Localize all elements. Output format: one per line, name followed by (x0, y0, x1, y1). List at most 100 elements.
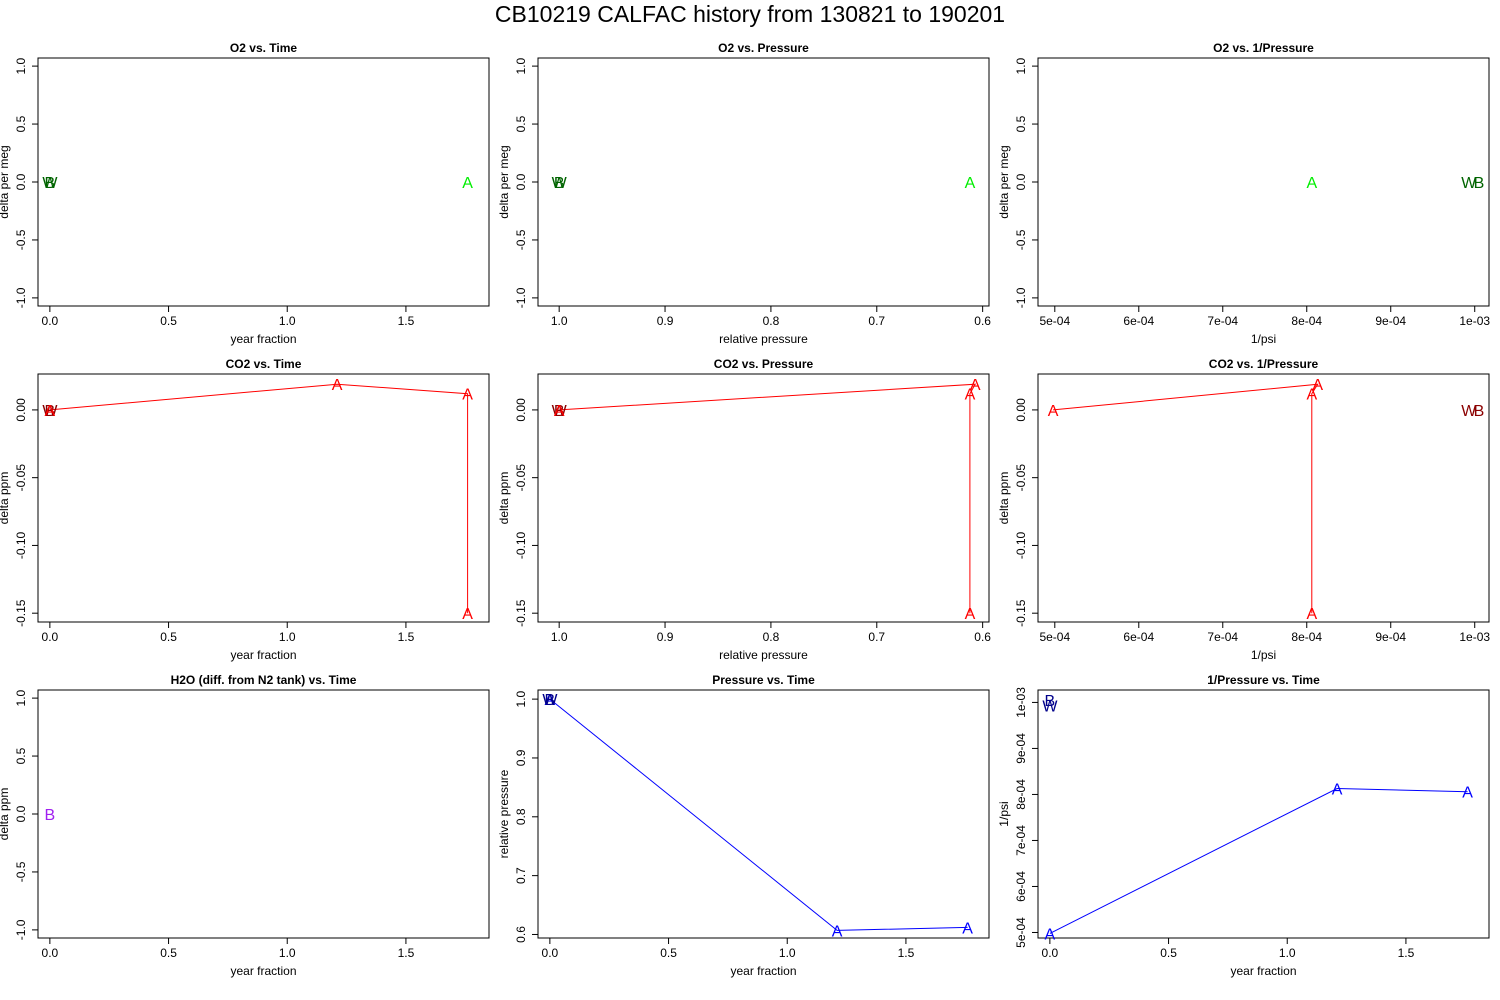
data-point-a: A (45, 403, 56, 420)
figure-title: CB10219 CALFAC history from 130821 to 19… (495, 1, 1005, 27)
y-tick-label: 0.0 (14, 173, 28, 190)
x-tick-label: 0.0 (42, 946, 59, 960)
x-tick-label: 1.5 (1398, 946, 1415, 960)
y-tick-label: -1.0 (514, 287, 528, 308)
panel-title: CO2 vs. 1/Pressure (1209, 357, 1319, 371)
x-tick-label: 0.5 (160, 946, 177, 960)
y-tick-label: 7e-04 (1014, 825, 1028, 856)
x-tick-label: 7e-04 (1207, 630, 1238, 644)
x-axis-label: 1/psi (1251, 332, 1276, 346)
y-tick-label: 1.0 (1014, 57, 1028, 74)
data-point-w: W (1461, 403, 1477, 420)
plot-frame (1037, 689, 1490, 939)
data-point-b: B (554, 403, 565, 420)
y-tick-label: 0.5 (1014, 115, 1028, 132)
x-tick-label: 0.8 (763, 630, 780, 644)
y-axis-label: relative pressure (497, 769, 511, 858)
panel-o2-pressure: O2 vs. Pressure 1.0 0.9 0.8 0.7 0.6 -1.0 -0.5 0.… (497, 41, 991, 346)
y-tick-label: 0.5 (514, 115, 528, 132)
data-point-b: B (554, 175, 565, 192)
y-axis-label: delta per meg (497, 145, 511, 218)
panel-invpressure-time: 1/Pressure vs. Time 0.0 0.5 1.0 1.5 5e-04 6e-0… (997, 673, 1490, 978)
data-point-a: A (462, 606, 473, 623)
y-tick-label: 0.0 (514, 173, 528, 190)
x-tick-label: 1.5 (398, 946, 415, 960)
series-line (1053, 383, 1319, 614)
panel-title: Pressure vs. Time (712, 673, 815, 687)
y-tick-label: -0.15 (14, 599, 28, 627)
x-tick-label: 1.5 (398, 314, 415, 328)
x-axis-label: relative pressure (719, 648, 808, 662)
x-tick-label: 1e-03 (1459, 314, 1490, 328)
data-point-a: A (965, 175, 976, 192)
panel-title: O2 vs. Pressure (718, 41, 809, 55)
x-tick-label: 1.0 (551, 630, 568, 644)
y-tick-label: -0.10 (14, 531, 28, 559)
data-point-a: A (832, 923, 843, 940)
data-point-a: A (1312, 377, 1323, 394)
x-tick-label: 9e-04 (1375, 630, 1406, 644)
y-tick-label: 6e-04 (1014, 871, 1028, 902)
x-axis-label: year fraction (230, 332, 296, 346)
y-tick-label: 1e-03 (1014, 687, 1028, 718)
y-axis-label: delta per meg (0, 145, 11, 218)
series-line (1049, 787, 1468, 934)
y-tick-label: 9e-04 (1014, 733, 1028, 764)
x-tick-label: 0.7 (868, 630, 885, 644)
x-tick-label: 0.0 (42, 630, 59, 644)
x-axis-label: year fraction (1230, 964, 1296, 978)
y-tick-label: 0.8 (514, 808, 528, 825)
data-point-a: A (1306, 175, 1317, 192)
series-line (49, 383, 469, 614)
plot-frame (1037, 57, 1490, 307)
x-tick-label: 1.5 (898, 946, 915, 960)
series-line (559, 383, 977, 614)
x-tick-label: 1.0 (279, 314, 296, 328)
panel-title: CO2 vs. Time (226, 357, 302, 371)
data-point-a: A (332, 377, 343, 394)
x-axis-label: relative pressure (719, 332, 808, 346)
x-axis-label: 1/psi (1251, 648, 1276, 662)
data-point-b: B (45, 807, 56, 824)
y-axis-label: 1/psi (997, 801, 1011, 826)
panel-co2-pressure: CO2 vs. Pressure 1.0 0.9 0.8 0.7 0.6 -0.15 -0.1… (497, 357, 991, 662)
data-point-w: W (42, 403, 58, 420)
plot-frame (537, 57, 990, 307)
x-tick-label: 0.5 (160, 314, 177, 328)
x-tick-label: 5e-04 (1039, 630, 1070, 644)
y-tick-label: 0.00 (14, 398, 28, 422)
data-point-w: W (552, 403, 568, 420)
x-tick-label: 1.0 (779, 946, 796, 960)
y-tick-label: -0.5 (14, 861, 28, 882)
x-tick-label: 1.5 (398, 630, 415, 644)
x-tick-label: 7e-04 (1207, 314, 1238, 328)
data-point-a: A (1332, 781, 1343, 798)
y-tick-label: 0.00 (1014, 398, 1028, 422)
x-tick-label: 8e-04 (1291, 630, 1322, 644)
data-point-b: B (545, 692, 556, 709)
x-axis-label: year fraction (230, 648, 296, 662)
plot-frame (37, 689, 490, 939)
panel-title: CO2 vs. Pressure (714, 357, 814, 371)
panel-co2-invpressure: CO2 vs. 1/Pressure 5e-04 6e-04 7e-04 8e-04 9e… (997, 357, 1490, 662)
y-tick-label: -0.10 (1014, 531, 1028, 559)
y-axis-label: delta ppm (497, 472, 511, 525)
data-point-a: A (554, 403, 565, 420)
y-tick-label: 0.9 (514, 749, 528, 766)
data-point-a: A (1048, 403, 1059, 420)
x-tick-label: 1.0 (279, 946, 296, 960)
y-tick-label: 1.0 (14, 689, 28, 706)
y-tick-label: -0.05 (514, 464, 528, 492)
y-axis-label: delta ppm (0, 788, 11, 841)
data-point-b: B (45, 403, 56, 420)
data-point-a: A (970, 377, 981, 394)
x-tick-label: 0.0 (1042, 946, 1059, 960)
y-tick-label: -1.0 (14, 287, 28, 308)
series-line (549, 698, 968, 931)
x-tick-label: 6e-04 (1123, 314, 1154, 328)
x-tick-label: 1.0 (551, 314, 568, 328)
data-point-w: W (552, 175, 568, 192)
y-tick-label: 5e-04 (1014, 917, 1028, 948)
panel-title: 1/Pressure vs. Time (1207, 673, 1320, 687)
y-tick-label: 0.0 (14, 805, 28, 822)
